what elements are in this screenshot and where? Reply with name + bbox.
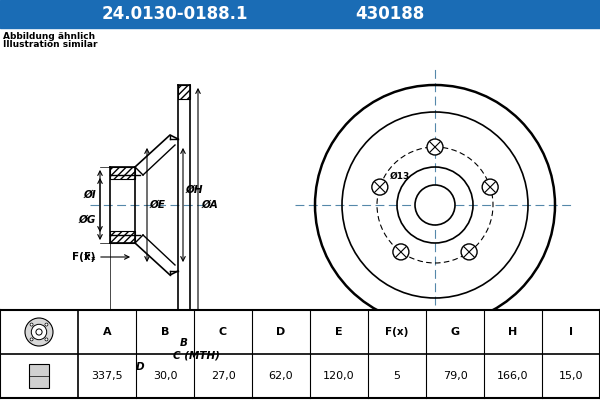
Text: G: G [451, 327, 460, 337]
Circle shape [310, 80, 560, 330]
Text: E: E [335, 327, 343, 337]
Text: A: A [103, 327, 112, 337]
Polygon shape [110, 167, 135, 179]
Text: F(x): F(x) [71, 252, 95, 262]
Text: 5: 5 [394, 371, 401, 381]
Circle shape [25, 318, 53, 346]
Text: Abbildung ähnlich: Abbildung ähnlich [3, 32, 95, 41]
Circle shape [30, 323, 33, 326]
Text: Ø13: Ø13 [390, 172, 410, 181]
Circle shape [393, 244, 409, 260]
Circle shape [415, 185, 455, 225]
Text: Illustration similar: Illustration similar [3, 40, 97, 49]
Polygon shape [178, 311, 190, 325]
Text: 166,0: 166,0 [497, 371, 529, 381]
Text: 15,0: 15,0 [559, 371, 583, 381]
Text: C (MTH): C (MTH) [173, 350, 220, 360]
Text: ØE: ØE [149, 200, 165, 210]
Text: ØI: ØI [83, 190, 96, 200]
Circle shape [45, 338, 48, 341]
Circle shape [30, 338, 33, 341]
Text: F(x): F(x) [385, 327, 409, 337]
Circle shape [36, 329, 42, 335]
Circle shape [31, 324, 47, 340]
Text: Fₓ: Fₓ [83, 252, 95, 262]
Text: ØA: ØA [201, 200, 218, 210]
Circle shape [482, 179, 498, 195]
Bar [29, 364, 49, 388]
Text: 62,0: 62,0 [269, 371, 293, 381]
Bar [0, 310, 600, 398]
Circle shape [461, 244, 477, 260]
Text: 27,0: 27,0 [211, 371, 235, 381]
Text: 79,0: 79,0 [443, 371, 467, 381]
Text: B: B [180, 338, 188, 348]
Text: 30,0: 30,0 [153, 371, 177, 381]
Bar [80, 75, 200, 335]
Text: 120,0: 120,0 [323, 371, 355, 381]
Circle shape [372, 179, 388, 195]
Text: C: C [219, 327, 227, 337]
Text: H: H [508, 327, 518, 337]
Polygon shape [178, 85, 190, 99]
Text: B: B [161, 327, 169, 337]
Text: ØG: ØG [79, 215, 96, 225]
Circle shape [427, 139, 443, 155]
Text: 337,5: 337,5 [91, 371, 123, 381]
Polygon shape [110, 231, 135, 243]
Text: D: D [136, 362, 145, 372]
Circle shape [45, 323, 48, 326]
Text: ØH: ØH [185, 185, 203, 195]
Text: 24.0130-0188.1: 24.0130-0188.1 [102, 5, 248, 23]
Bar [0, 0, 600, 28]
Text: I: I [569, 327, 573, 337]
Text: D: D [277, 327, 286, 337]
Text: 430188: 430188 [355, 5, 425, 23]
